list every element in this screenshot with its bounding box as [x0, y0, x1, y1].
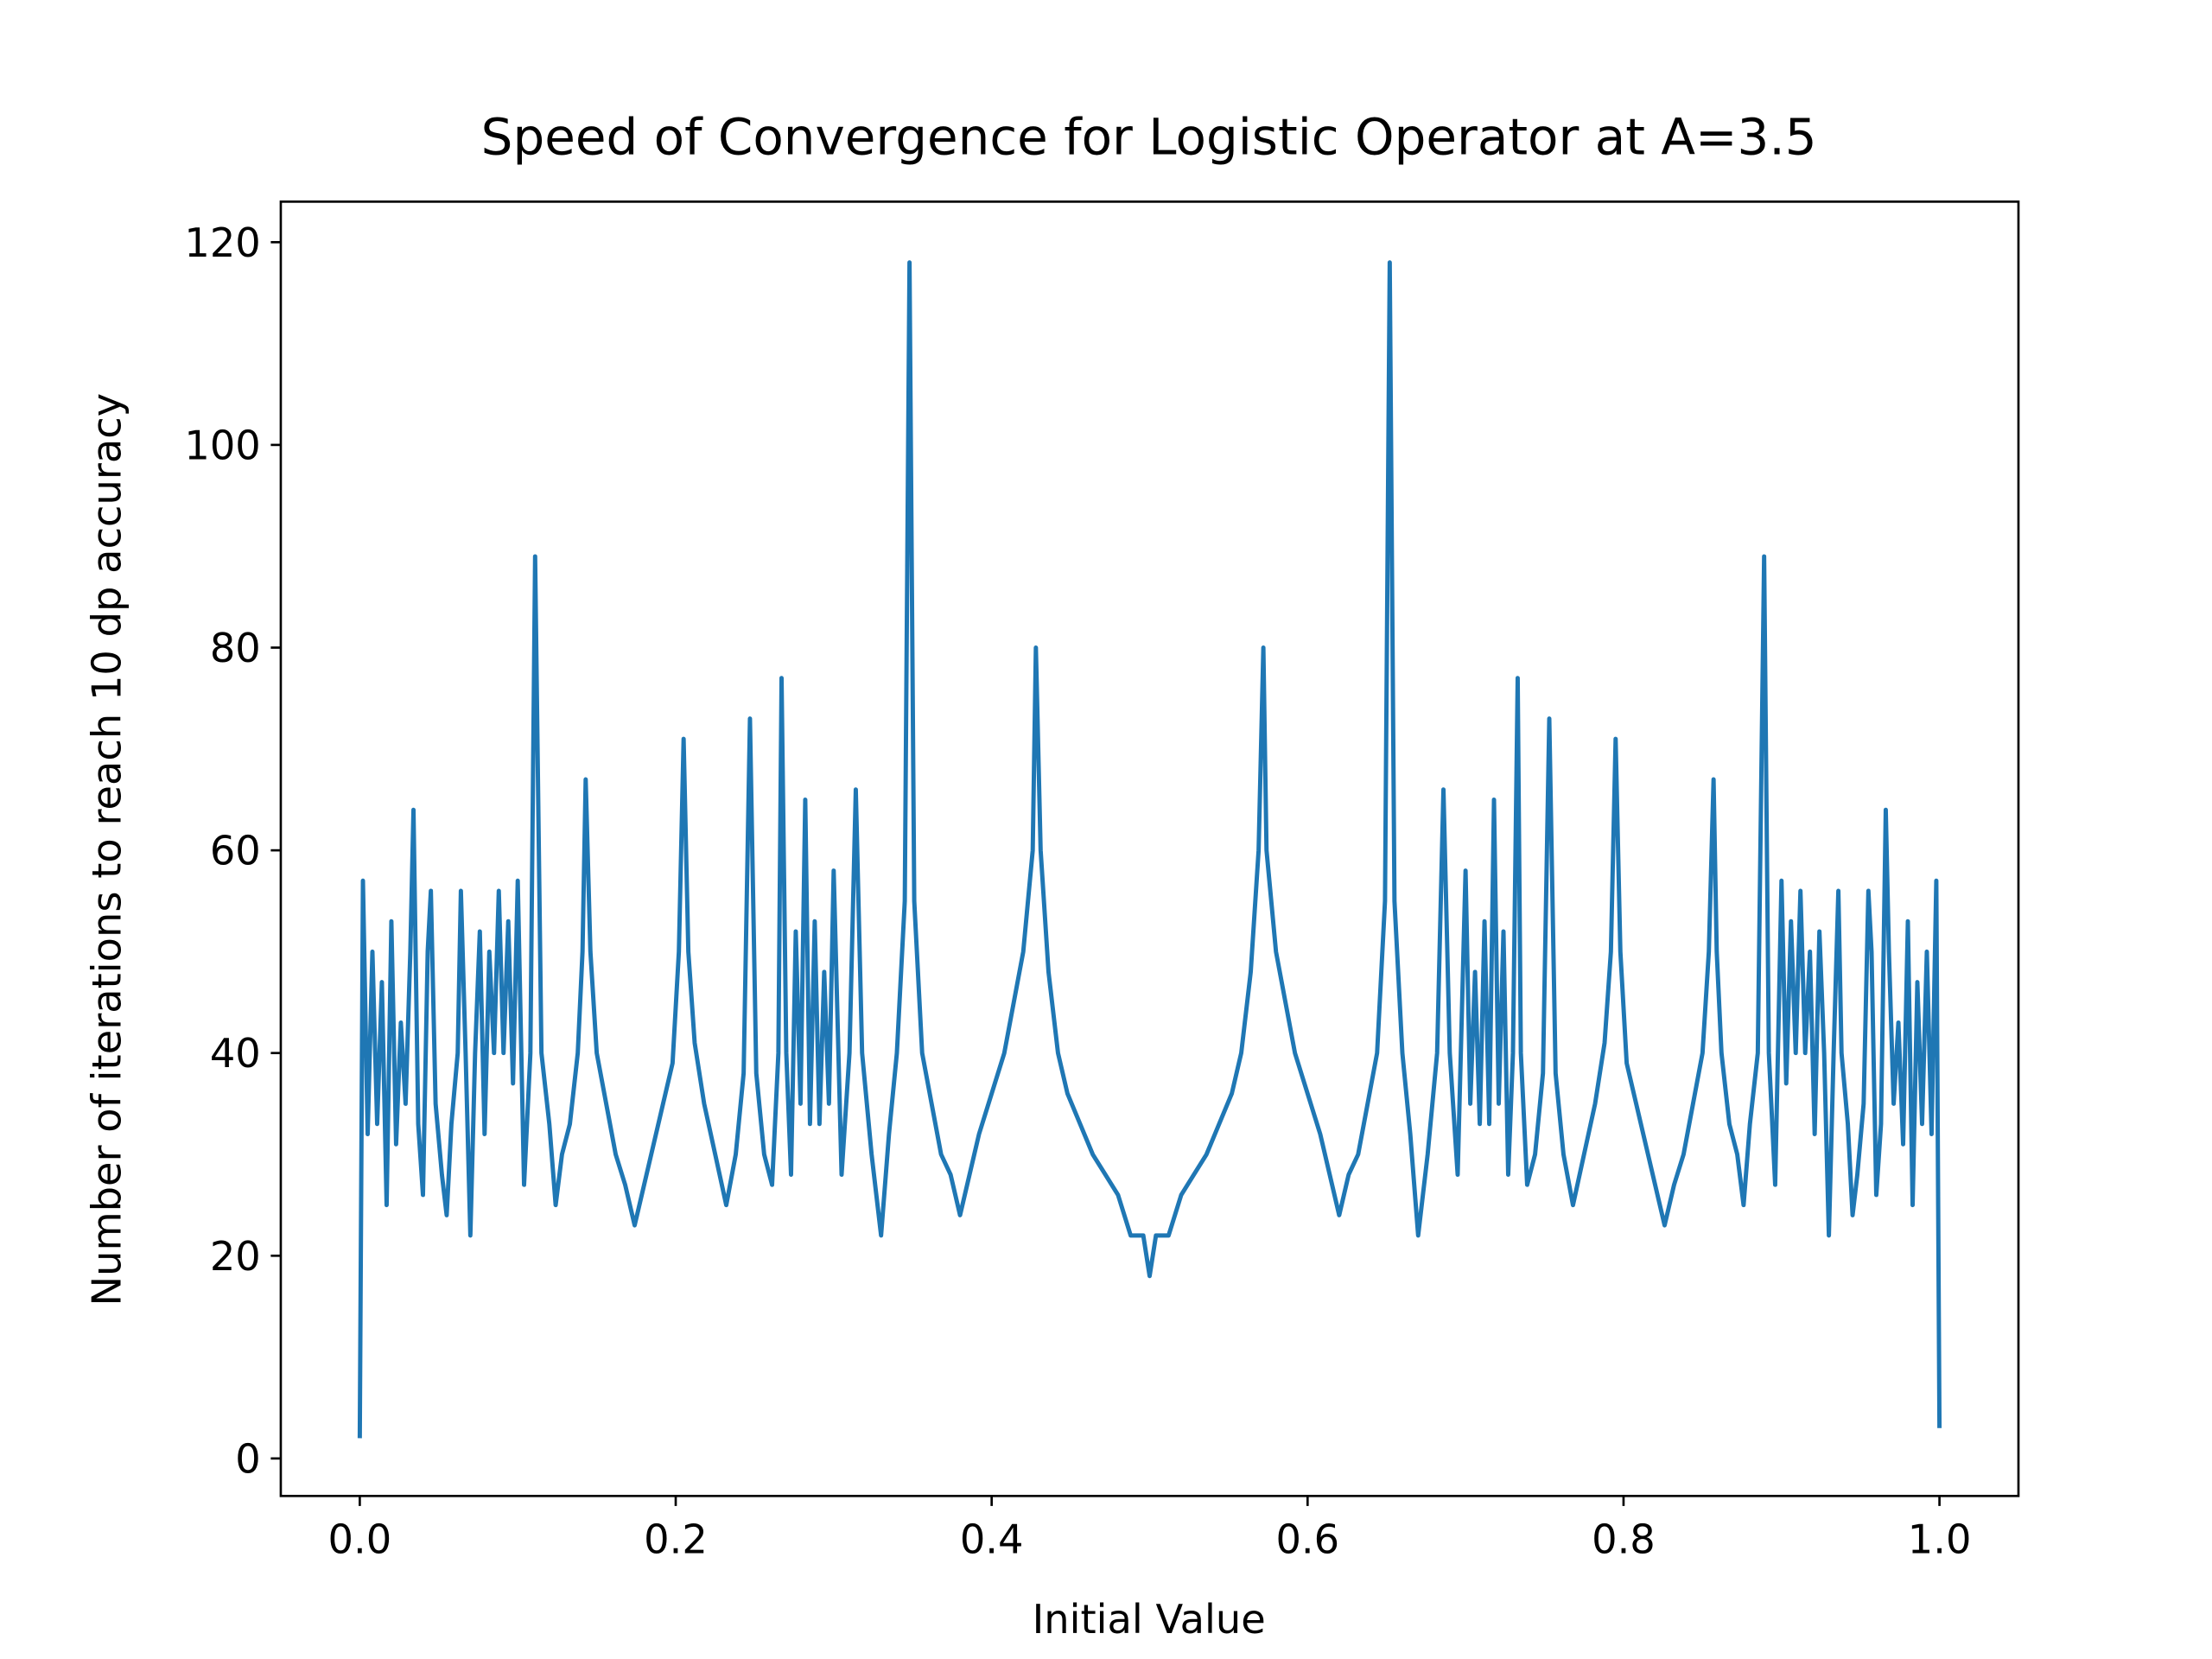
- y-tick-label: 80: [210, 625, 261, 671]
- x-tick-label: 0.4: [960, 1516, 1024, 1563]
- x-tick-label: 0.6: [1275, 1516, 1339, 1563]
- x-tick-label: 1.0: [1908, 1516, 1972, 1563]
- chart-title: Speed of Convergence for Logistic Operat…: [481, 108, 1817, 167]
- x-axis-label: Initial Value: [1033, 1596, 1266, 1643]
- y-axis-label: Number of iterations to reach 10 dp accu…: [84, 393, 130, 1306]
- x-tick-label: 0.8: [1592, 1516, 1656, 1563]
- plot-frame: [279, 200, 2020, 1497]
- y-tick-label: 100: [184, 422, 260, 468]
- y-tick-label: 20: [210, 1233, 261, 1280]
- y-tick-label: 0: [235, 1435, 260, 1482]
- x-tick-label: 0.2: [644, 1516, 708, 1563]
- y-tick-label: 40: [210, 1030, 261, 1077]
- y-tick-label: 120: [184, 219, 260, 266]
- y-tick-label: 60: [210, 828, 261, 874]
- data-line: [357, 260, 1942, 1439]
- x-tick-label: 0.0: [328, 1516, 392, 1563]
